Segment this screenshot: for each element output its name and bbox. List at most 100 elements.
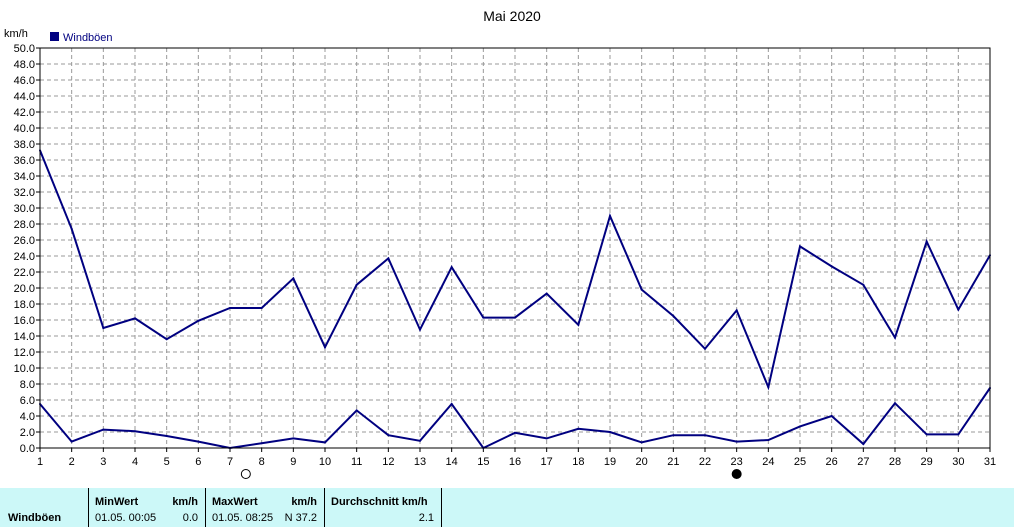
data-point <box>894 336 896 339</box>
data-point <box>229 307 231 309</box>
y-tick-label: 38.0 <box>14 139 35 151</box>
data-point <box>862 443 865 445</box>
data-point <box>102 327 105 329</box>
data-point <box>70 440 73 443</box>
min-datetime: 01.05. 00:05 <box>95 512 157 524</box>
data-point <box>577 427 580 430</box>
data-point <box>609 215 611 217</box>
data-point <box>419 328 421 331</box>
chart-title: Mai 2020 <box>483 8 541 24</box>
data-point <box>450 266 453 269</box>
data-point <box>387 257 390 260</box>
data-point <box>640 441 643 444</box>
x-tick-label: 12 <box>382 456 394 468</box>
x-tick-label: 20 <box>636 456 648 468</box>
data-point <box>482 316 485 319</box>
data-point <box>197 440 200 443</box>
x-tick-label: 25 <box>794 456 806 468</box>
series-layer <box>39 149 991 450</box>
y-tick-label: 46.0 <box>14 75 35 87</box>
x-tick-label: 21 <box>667 456 679 468</box>
data-point <box>260 307 263 309</box>
data-point <box>545 437 548 440</box>
series-line-1 <box>39 387 991 450</box>
data-point <box>450 403 453 405</box>
x-tick-label: 16 <box>509 456 521 468</box>
x-tick-label: 4 <box>132 456 138 468</box>
data-point <box>292 277 295 280</box>
data-point <box>514 431 516 434</box>
stats-divider <box>324 488 325 527</box>
moon-phases <box>240 469 742 479</box>
data-point <box>545 292 548 295</box>
data-point <box>767 439 770 441</box>
x-tick-label: 6 <box>195 456 201 468</box>
y-tick-label: 24.0 <box>14 251 35 263</box>
data-point <box>925 433 928 436</box>
full-moon-icon <box>240 469 251 479</box>
plot-frame <box>39 47 991 449</box>
data-point <box>134 430 136 433</box>
x-tick-label: 13 <box>414 456 426 468</box>
data-point <box>292 437 295 440</box>
data-point <box>70 227 73 230</box>
x-tick-label: 1 <box>37 456 43 468</box>
data-point <box>609 431 611 433</box>
y-tick-label: 40.0 <box>14 123 35 135</box>
x-tick-label: 28 <box>889 456 901 468</box>
y-tick-label: 44.0 <box>14 91 35 103</box>
x-tick-label: 11 <box>351 456 362 468</box>
x-axis: 1 2 3 4 5 6 7 8 9 10 11 12 13 14 15 16 17 18 19 20 21 22 23 24 2… <box>37 448 996 468</box>
data-point <box>735 440 738 443</box>
y-tick-label: 26.0 <box>14 235 35 247</box>
data-point <box>640 288 643 291</box>
x-tick-label: 26 <box>826 456 838 468</box>
legend-swatch <box>50 32 59 41</box>
data-point <box>134 317 136 320</box>
data-point <box>894 402 896 405</box>
x-tick-label: 22 <box>699 456 711 468</box>
y-axis: 0.0 2.0 4.0 6.0 8.0 10.0 12.0 14.0 16.0 18.0 20.0 2… <box>14 43 40 455</box>
y-tick-label: 22.0 <box>14 267 35 279</box>
data-point <box>830 415 833 417</box>
data-point <box>704 434 706 437</box>
data-point <box>260 442 263 445</box>
x-tick-label: 29 <box>921 456 933 468</box>
y-tick-label: 36.0 <box>14 155 35 167</box>
y-tick-label: 48.0 <box>14 59 35 71</box>
stats-divider <box>88 488 89 527</box>
avg-value: 2.1 <box>418 512 434 524</box>
x-tick-label: 10 <box>319 456 331 468</box>
x-tick-label: 8 <box>259 456 265 468</box>
new-moon-icon <box>731 469 742 479</box>
data-point <box>672 434 675 437</box>
data-point <box>165 435 168 437</box>
y-tick-label: 42.0 <box>14 107 35 119</box>
data-point <box>197 319 200 322</box>
data-point <box>355 409 358 412</box>
y-tick-label: 50.0 <box>14 43 35 55</box>
max-header: MaxWert <box>212 496 258 508</box>
x-tick-label: 2 <box>69 456 75 468</box>
y-tick-label: 30.0 <box>14 203 35 215</box>
x-tick-label: 31 <box>984 456 996 468</box>
stats-divider <box>205 488 206 527</box>
x-tick-label: 18 <box>572 456 584 468</box>
x-tick-label: 30 <box>952 456 964 468</box>
data-point <box>767 386 770 389</box>
data-point <box>862 283 865 286</box>
data-point <box>419 439 421 442</box>
y-tick-label: 12.0 <box>14 347 35 359</box>
data-point <box>577 323 580 326</box>
data-point <box>830 265 833 268</box>
avg-header: Durchschnitt km/h <box>331 496 428 508</box>
chart-grid <box>40 48 990 448</box>
data-point <box>799 425 801 428</box>
data-point <box>957 433 960 436</box>
data-point <box>387 434 390 437</box>
x-tick-label: 15 <box>477 456 489 468</box>
y-tick-label: 28.0 <box>14 219 35 231</box>
x-tick-label: 9 <box>290 456 296 468</box>
y-tick-label: 14.0 <box>14 331 35 343</box>
max-value: N 37.2 <box>284 512 317 524</box>
